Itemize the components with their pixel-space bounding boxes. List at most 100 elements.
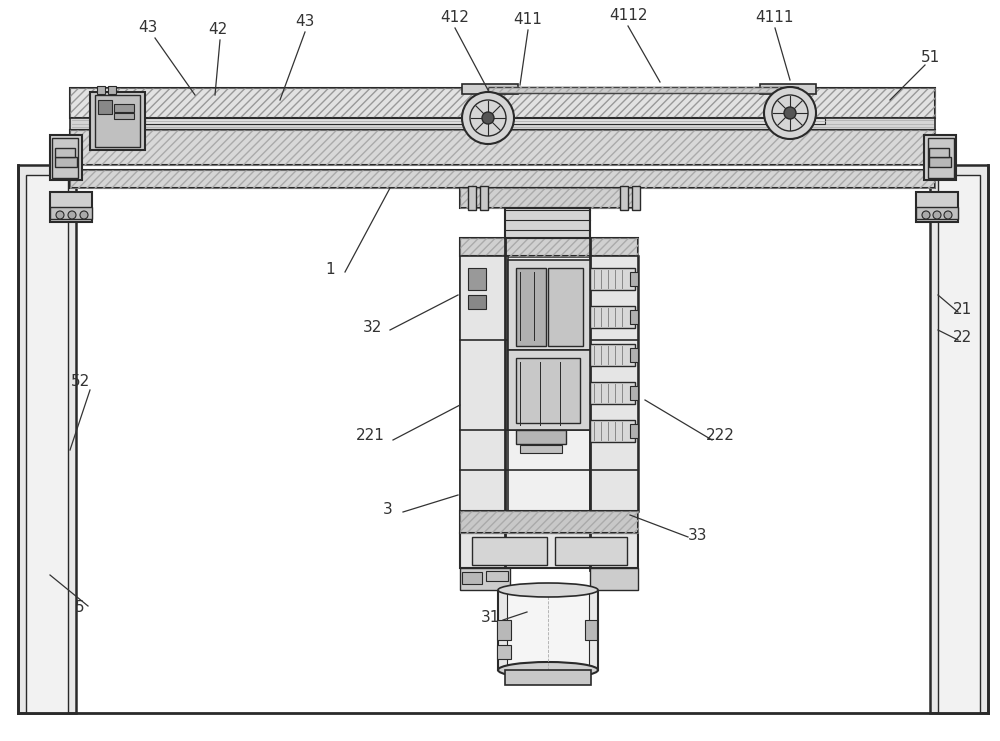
Bar (590, 420, 635, 442)
Bar (498, 590, 598, 670)
Text: 1: 1 (325, 262, 335, 277)
Bar (462, 572, 482, 584)
Bar (70, 118, 935, 130)
Bar (460, 188, 635, 208)
Bar (460, 238, 638, 256)
Bar (98, 100, 112, 114)
Bar (929, 157, 951, 167)
Text: 4111: 4111 (756, 10, 794, 25)
Bar (70, 130, 935, 165)
Bar (18, 165, 76, 713)
Bar (916, 192, 958, 222)
Bar (460, 533, 638, 568)
Bar (590, 382, 635, 404)
Bar (520, 445, 562, 453)
Bar (70, 88, 935, 118)
Bar (488, 87, 798, 93)
Circle shape (56, 211, 64, 219)
Text: 21: 21 (952, 302, 972, 317)
Bar (460, 256, 638, 511)
Bar (590, 344, 635, 366)
Bar (480, 186, 488, 210)
Text: 51: 51 (920, 50, 940, 65)
Circle shape (80, 211, 88, 219)
Circle shape (933, 211, 941, 219)
Bar (460, 238, 638, 256)
Bar (145, 118, 825, 124)
Bar (50, 192, 92, 222)
Bar (460, 511, 638, 533)
Text: 3: 3 (383, 502, 393, 517)
Bar (938, 175, 980, 713)
Bar (468, 268, 486, 290)
Bar (916, 207, 958, 219)
Bar (630, 272, 638, 286)
Bar (472, 537, 547, 565)
Bar (95, 95, 140, 147)
Bar (497, 620, 511, 640)
Text: 32: 32 (362, 321, 382, 336)
Bar (630, 310, 638, 324)
Bar (462, 84, 518, 94)
Bar (924, 135, 956, 180)
Circle shape (922, 211, 930, 219)
Bar (90, 92, 145, 150)
Text: 31: 31 (480, 611, 500, 625)
Bar (505, 670, 591, 685)
Bar (114, 113, 134, 119)
Bar (497, 645, 511, 659)
Bar (50, 135, 82, 180)
Bar (585, 620, 597, 640)
Bar (590, 568, 638, 590)
Text: 221: 221 (356, 428, 384, 442)
Bar (108, 86, 116, 94)
Bar (488, 87, 798, 93)
Bar (516, 430, 566, 444)
Bar (114, 104, 134, 112)
Bar (929, 148, 949, 157)
Bar (52, 138, 78, 178)
Bar (507, 593, 589, 668)
Text: 42: 42 (208, 22, 228, 38)
Bar (505, 208, 590, 238)
Bar (97, 86, 105, 94)
Bar (930, 165, 988, 713)
Bar (630, 348, 638, 362)
Ellipse shape (498, 583, 598, 597)
Text: 52: 52 (70, 374, 90, 390)
Bar (630, 386, 638, 400)
Bar (70, 170, 935, 188)
Bar (620, 186, 628, 210)
Text: 43: 43 (138, 21, 158, 36)
Bar (468, 186, 476, 210)
Bar (590, 268, 635, 290)
Text: 222: 222 (706, 428, 734, 442)
Bar (55, 148, 75, 157)
Text: 43: 43 (295, 15, 315, 30)
Bar (460, 188, 635, 208)
Bar (516, 358, 580, 423)
Bar (548, 268, 583, 346)
Bar (55, 157, 77, 167)
Bar (760, 84, 816, 94)
Bar (508, 350, 590, 430)
Bar (508, 260, 590, 350)
Bar (26, 175, 68, 713)
Bar (50, 207, 92, 219)
Text: 411: 411 (514, 13, 542, 27)
Bar (70, 130, 935, 165)
Circle shape (462, 92, 514, 144)
Bar (460, 568, 510, 590)
Circle shape (68, 211, 76, 219)
Bar (70, 170, 935, 188)
Circle shape (482, 112, 494, 124)
Bar (70, 88, 935, 118)
Circle shape (764, 87, 816, 139)
Text: 412: 412 (441, 10, 469, 25)
Text: 4112: 4112 (609, 8, 647, 24)
Bar (486, 571, 508, 581)
Bar (460, 256, 508, 511)
Bar (516, 268, 546, 346)
Bar (468, 295, 486, 309)
Bar (590, 306, 635, 328)
